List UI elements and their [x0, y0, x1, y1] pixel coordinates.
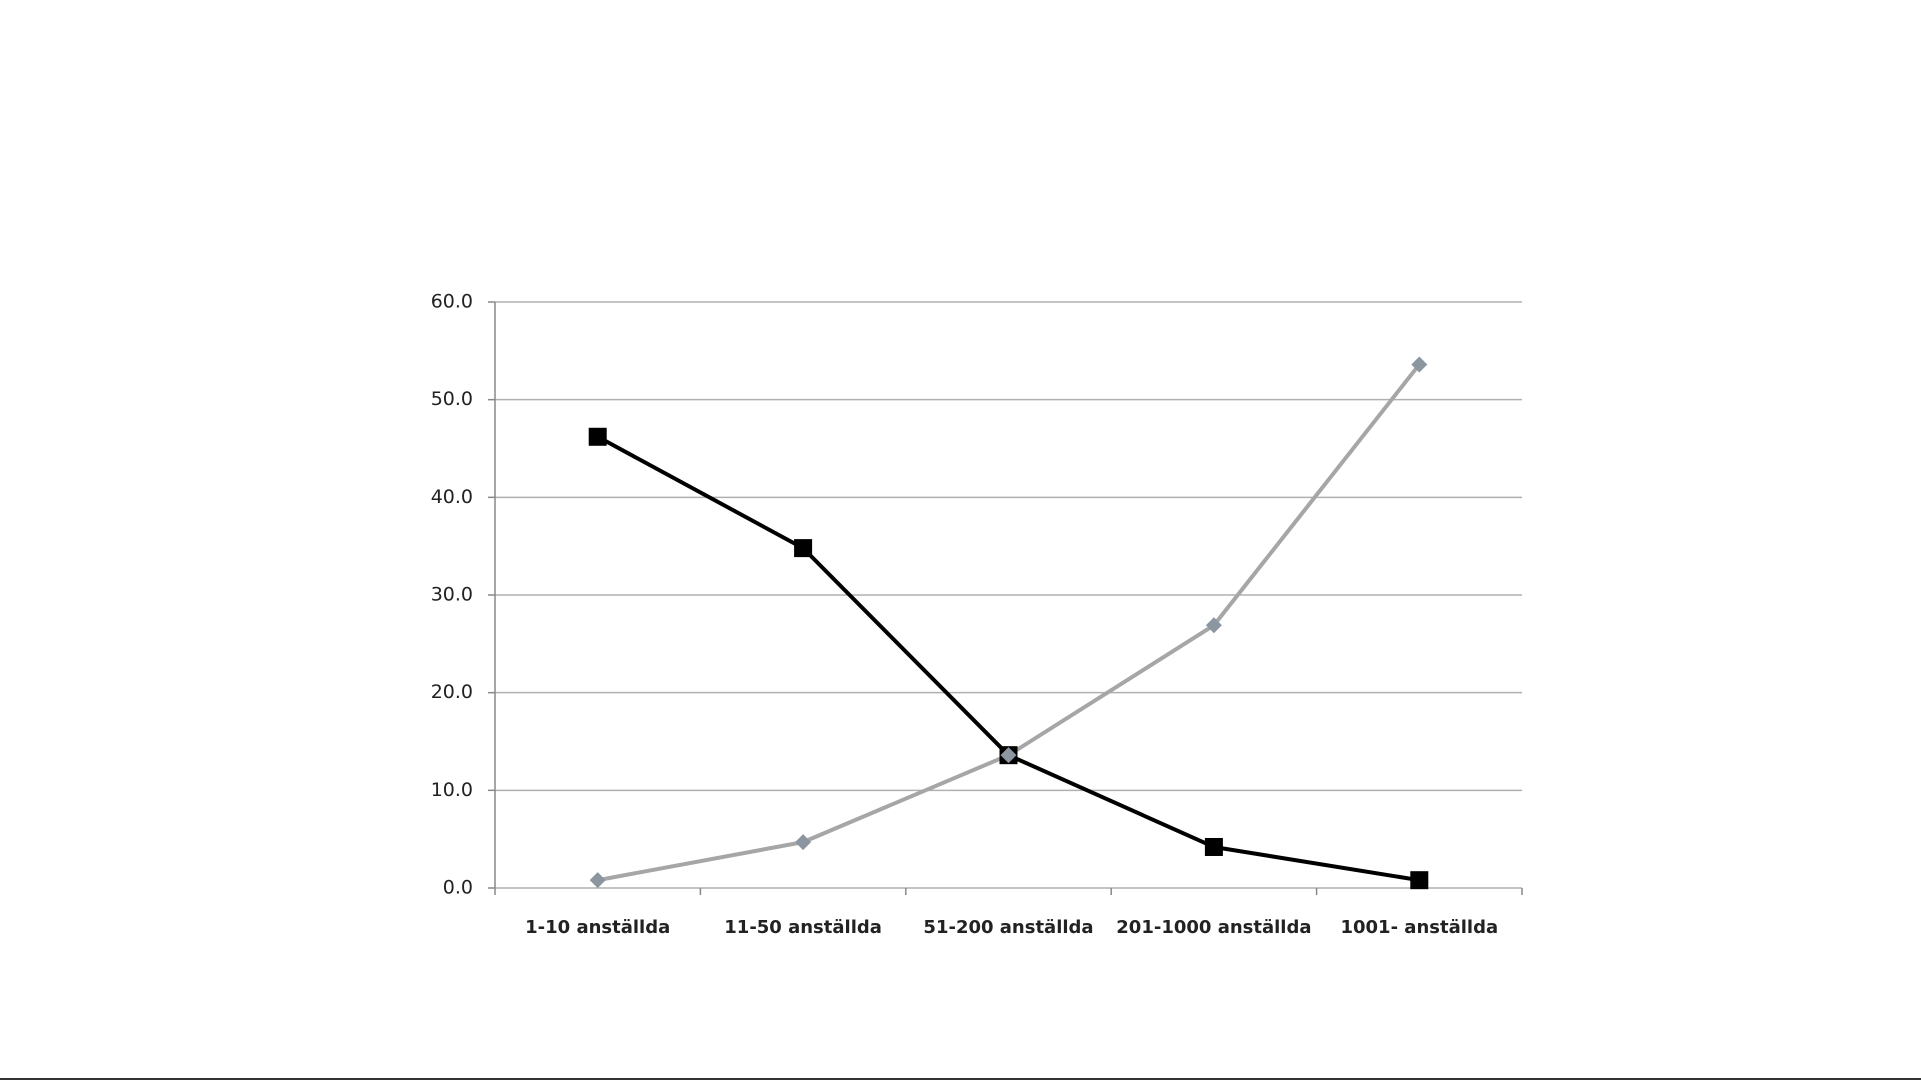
- x-tick-label: 201-1000 anställda: [1116, 917, 1311, 938]
- series-line: [596, 435, 1420, 883]
- y-tick-label: 10.0: [431, 779, 473, 801]
- marker: [1000, 747, 1017, 764]
- y-tick-label: 0.0: [443, 877, 473, 899]
- marker: [794, 539, 813, 558]
- marker: [588, 427, 607, 446]
- marker: [1205, 617, 1222, 634]
- y-tick-label: 40.0: [431, 486, 473, 508]
- x-tick-label: 1001- anställda: [1340, 917, 1498, 938]
- marker: [795, 834, 812, 851]
- y-tick-label: 60.0: [431, 291, 473, 313]
- marker: [1204, 837, 1223, 856]
- x-tick-label: 1-10 anställda: [525, 917, 670, 938]
- y-tick-label: 30.0: [431, 584, 473, 606]
- marker: [589, 872, 606, 889]
- series-line: [597, 363, 1421, 883]
- x-tick-label: 51-200 anställda: [923, 917, 1093, 938]
- y-tick-label: 50.0: [431, 388, 473, 410]
- y-tick-label: 20.0: [431, 681, 473, 703]
- marker: [1411, 356, 1428, 373]
- marker: [1410, 871, 1429, 890]
- x-tick-label: 11-50 anställda: [724, 917, 882, 938]
